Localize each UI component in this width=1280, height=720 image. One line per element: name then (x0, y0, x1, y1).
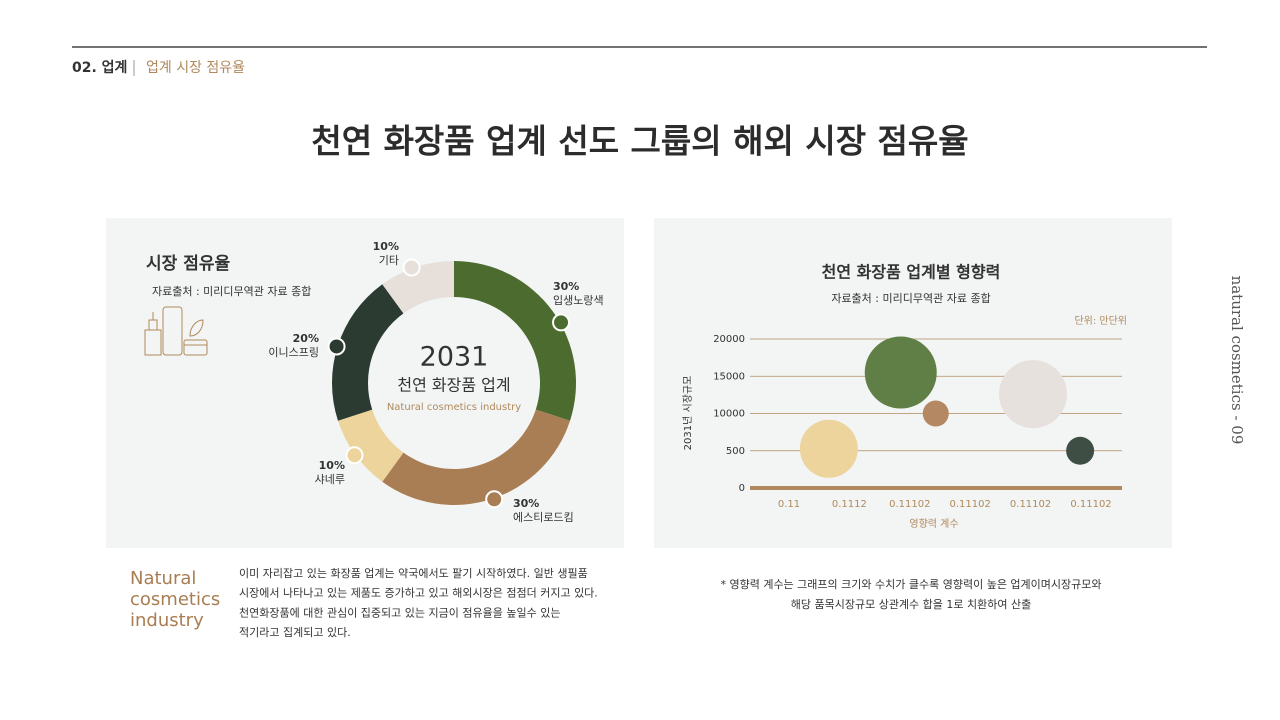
subsection: 업계 시장 점유율 (146, 60, 245, 76)
footnote: 해당 품목시장규모 상관계수 합을 1로 치환하여 산출 (791, 597, 1032, 611)
label-dot (327, 337, 346, 356)
bubble (864, 336, 937, 409)
value-label: 30% (513, 497, 539, 510)
category-label: 이니스프링 (268, 346, 319, 359)
y-tick-label: 20000 (713, 334, 745, 345)
x-tick-label: 0.11 (778, 499, 800, 510)
x-tick-label: 0.11102 (950, 499, 991, 510)
value-label: 30% (553, 280, 579, 293)
label-dot (345, 446, 364, 465)
donut-segment (331, 284, 404, 421)
section: 02. 업계 (72, 60, 127, 76)
center-title: 2031 (420, 342, 489, 373)
category-label: 입생노랑색 (553, 294, 604, 307)
description-body: 천연화장품에 대한 관심이 집중되고 있는 지금이 점유율을 높일수 있는 (239, 605, 560, 619)
donut-segment (382, 409, 571, 505)
center-caption: Natural cosmetics industry (387, 402, 521, 413)
page-title: 천연 화장품 업계 선도 그룹의 해외 시장 점유율 (311, 122, 968, 161)
label-dot (402, 258, 421, 277)
x-tick-label: 0.11102 (889, 499, 930, 510)
value-label: 10% (319, 459, 345, 472)
description-body: 이미 자리잡고 있는 화장품 업계는 약국에서도 팔기 시작하였다. 일반 생필… (239, 566, 588, 580)
y-tick-label: 0 (739, 483, 745, 494)
bubble (799, 419, 858, 478)
icon (144, 306, 208, 356)
donut-segment (337, 409, 404, 482)
y-tick-label: 15000 (713, 371, 745, 382)
category-label: 기타 (379, 254, 399, 267)
y-axis-label: 2031년 시장규모 (682, 376, 694, 451)
chart-title: 시장 점유율 (146, 254, 230, 274)
x-axis-label: 영향력 계수 (909, 518, 958, 530)
bubble (999, 360, 1068, 429)
donut-segment (454, 261, 576, 421)
donut-segment (382, 261, 454, 314)
side-label: natural cosmetics - 09 (1228, 276, 1246, 445)
center-subtitle: 천연 화장품 업계 (397, 376, 510, 395)
x-tick-label: 0.11102 (1070, 499, 1111, 510)
category-label: 샤네루 (315, 473, 345, 486)
value-label: 10% (373, 240, 399, 253)
bubble (922, 400, 949, 427)
source: 자료출처 : 미리디무역관 자료 종합 (831, 292, 990, 305)
unit-label: 단위: 만단위 (1074, 314, 1127, 327)
description-heading: industry (130, 610, 204, 631)
description-heading: cosmetics (130, 589, 220, 610)
x-tick-label: 0.1112 (832, 499, 867, 510)
description-body: 적기라고 집계되고 있다. (239, 626, 351, 639)
x-tick-label: 0.11102 (1010, 499, 1051, 510)
footnote: * 영향력 계수는 그래프의 크기와 수치가 클수록 영향력이 높은 업계이며시… (720, 578, 1101, 591)
label-dot (485, 490, 504, 509)
label-dot (552, 313, 571, 332)
y-tick-label: 500 (726, 446, 745, 457)
y-tick-label: 10000 (713, 409, 745, 420)
chart-title: 천연 화장품 업계별 형향력 (822, 263, 1001, 282)
value-label: 20% (293, 332, 319, 345)
bubble (1066, 436, 1095, 465)
category-label: 에스티로드킴 (513, 511, 574, 524)
source: 자료출처 : 미리디무역관 자료 종합 (152, 285, 311, 298)
description-heading: Natural (130, 568, 196, 589)
description-body: 시장에서 나타나고 있는 제품도 증가하고 있고 해외시장은 점점더 커지고 있… (239, 586, 598, 600)
